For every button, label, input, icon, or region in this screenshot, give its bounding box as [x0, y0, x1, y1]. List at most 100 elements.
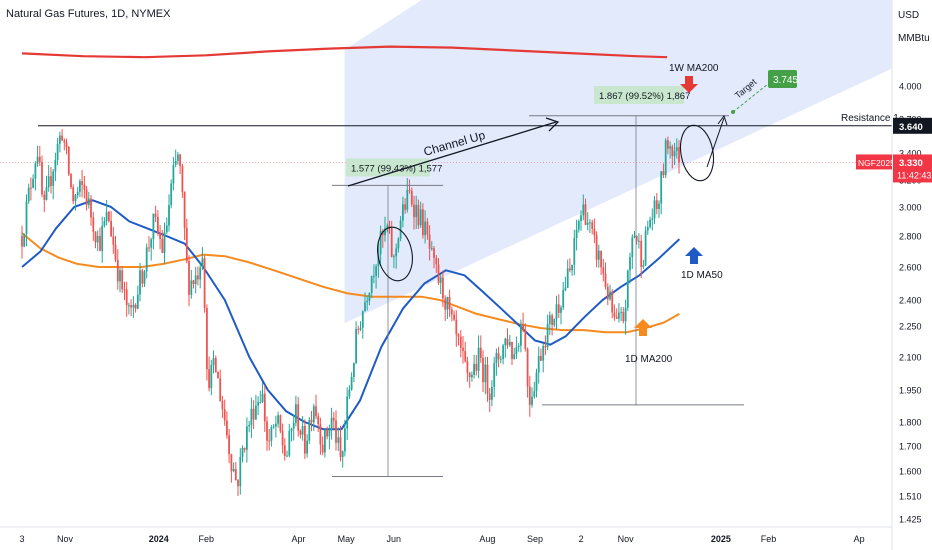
candle-body	[70, 174, 72, 188]
candle-body	[43, 194, 46, 200]
candle-body	[38, 156, 41, 162]
candle-body	[145, 247, 148, 272]
candle-body	[502, 345, 504, 360]
candle-body	[239, 456, 242, 487]
candle-body	[662, 171, 665, 176]
candle-body	[638, 240, 640, 242]
candle-body	[315, 406, 317, 417]
candle-body	[206, 308, 208, 370]
candle-body	[611, 291, 614, 313]
candle-body	[275, 423, 277, 427]
candle-body	[361, 311, 364, 328]
candle-body	[564, 287, 567, 291]
candle-body	[477, 347, 480, 371]
candle-body	[633, 236, 636, 238]
candle-body	[528, 386, 531, 405]
price-tick-label: 1.950	[899, 386, 922, 396]
candle-body	[393, 256, 395, 258]
candle-body	[569, 268, 571, 271]
candle-body	[128, 305, 130, 307]
candle-body	[76, 191, 79, 195]
ma200-daily-line	[21, 232, 680, 334]
candle-body	[548, 315, 551, 324]
candle-body	[116, 260, 119, 282]
time-tick-label: Ap	[854, 534, 865, 544]
time-tick-label: Feb	[199, 534, 215, 544]
candle-body	[442, 277, 444, 299]
candle-body	[609, 291, 611, 300]
candle-body	[535, 372, 538, 392]
candle-body	[301, 426, 304, 435]
candle-body	[61, 135, 63, 141]
candle-body	[154, 213, 157, 217]
candle-body	[27, 187, 30, 202]
price-tick-label: 1.700	[899, 442, 922, 452]
candle-body	[141, 270, 144, 284]
candle-body	[497, 353, 500, 360]
time-tick-label: 2024	[149, 534, 169, 544]
candle-body	[366, 300, 369, 303]
candle-body	[112, 236, 115, 245]
measure1-box	[346, 158, 430, 177]
candle-body	[299, 430, 302, 435]
candle-body	[317, 416, 320, 425]
candle-body	[81, 181, 83, 185]
candle-body	[199, 267, 202, 280]
candle-body	[295, 404, 297, 423]
candle-body	[375, 266, 377, 276]
candle-body	[319, 424, 322, 445]
ma200-weekly-line	[21, 45, 668, 59]
candle-body	[74, 194, 77, 202]
price-tick-label: 3.400	[899, 149, 922, 159]
candle-body	[595, 235, 598, 260]
price-tick-label: 1.600	[899, 467, 922, 477]
last-price-tag	[893, 154, 932, 183]
candle-body	[21, 236, 23, 247]
candle-body	[482, 357, 484, 383]
candle-body	[506, 338, 509, 346]
candle-body	[143, 271, 146, 284]
candle-body	[364, 302, 366, 312]
candle-body	[150, 239, 153, 248]
candle-body	[533, 391, 536, 397]
candle-body	[59, 135, 61, 144]
candle-body	[573, 237, 576, 265]
candle-body	[306, 440, 308, 454]
price-tick-label: 4.000	[899, 82, 922, 92]
candle-body	[286, 455, 288, 457]
candle-body	[188, 260, 190, 295]
candle-body	[620, 311, 622, 313]
price-tick-label: 2.250	[899, 322, 922, 332]
price-tick-label: 2.100	[899, 353, 922, 363]
bar-countdown: 11:42:43	[897, 170, 931, 180]
candle-body	[324, 429, 326, 453]
candle-body	[655, 200, 658, 209]
candle-body	[631, 237, 634, 258]
candle-body	[462, 347, 464, 351]
candle-body	[226, 420, 228, 436]
candle-body	[290, 428, 293, 431]
candle-body	[669, 146, 671, 149]
candle-body	[526, 349, 529, 387]
time-tick-label: Jun	[386, 534, 401, 544]
candle-body	[52, 171, 55, 186]
candle-body	[642, 265, 645, 267]
price-tick-label: 1.425	[899, 515, 922, 525]
candle-body	[197, 275, 199, 280]
candle-body	[386, 225, 389, 229]
candle-body	[321, 444, 324, 453]
candle-body	[475, 363, 478, 371]
ma50-daily-label: 1D MA50	[681, 270, 723, 281]
candle-body	[377, 254, 380, 267]
candle-body	[341, 451, 344, 457]
candle-body	[23, 233, 26, 247]
candle-body	[355, 329, 357, 363]
candle-body	[437, 264, 440, 283]
candle-body	[217, 372, 219, 379]
price-tick-label: 1.800	[899, 418, 922, 428]
candle-body	[493, 363, 496, 387]
projection-line	[706, 117, 725, 168]
candle-body	[675, 147, 678, 152]
target-origin-dot	[731, 110, 735, 114]
